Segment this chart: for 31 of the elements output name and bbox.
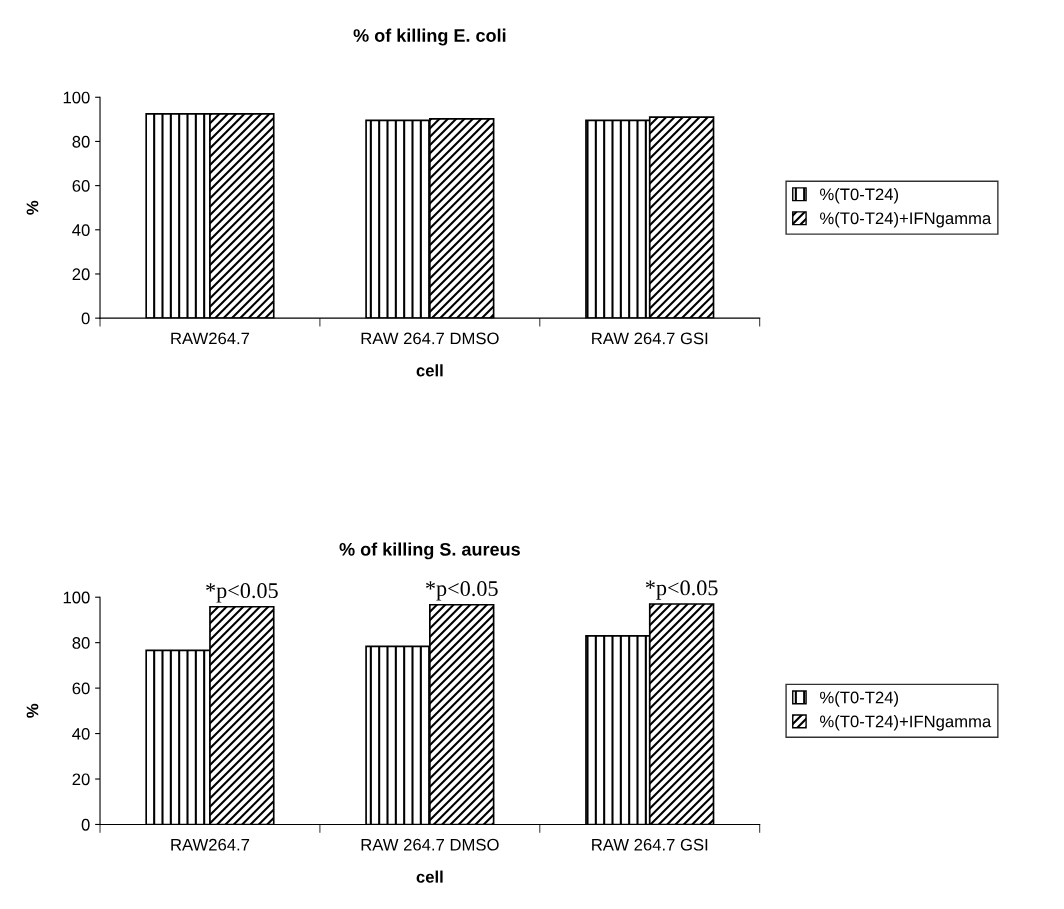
y-tick-label: 0 [81, 312, 90, 325]
legend-label: %(T0-T24)+IFNgamma [820, 715, 992, 731]
y-tick-label: 20 [72, 773, 90, 786]
x-tick-label: RAW 264.7 GSI [592, 838, 708, 851]
chart-title: % of killing E. coli [353, 28, 506, 46]
y-tick-label: 40 [72, 727, 90, 740]
x-tick-label: RAW 264.7 DMSO [361, 332, 499, 345]
x-tick-label: RAW 264.7 DMSO [361, 838, 499, 851]
y-tick-label: 80 [72, 135, 90, 148]
annotation: *p<0.05 [645, 580, 718, 600]
x-axis-title: cell [416, 364, 443, 377]
y-tick-label: 60 [72, 180, 90, 192]
x-tick-label: RAW264.7 [171, 332, 250, 345]
y-tick-label: 100 [63, 91, 90, 104]
y-tick-label: 100 [63, 591, 90, 604]
legend-label: %(T0-T24) [820, 188, 899, 204]
x-tick-label: RAW 264.7 GSI [592, 332, 708, 345]
legend-label: %(T0-T24)+IFNgamma [820, 211, 992, 228]
y-tick-label: 40 [72, 224, 90, 236]
x-tick-label: RAW264.7 [171, 838, 250, 851]
chart-title: % of killing S. aureus [339, 542, 520, 560]
y-tick-label: 60 [72, 682, 90, 695]
legend-label: %(T0-T24) [820, 691, 899, 707]
y-tick-label: 20 [72, 268, 90, 281]
y-tick-label: 80 [72, 637, 90, 649]
y-axis-title: % [26, 703, 39, 718]
x-axis-title: cell [416, 870, 443, 883]
annotation: *p<0.05 [426, 581, 498, 601]
y-tick-label: 0 [81, 818, 90, 831]
y-axis-title: % [26, 200, 39, 215]
annotation: *p<0.05 [206, 583, 278, 603]
